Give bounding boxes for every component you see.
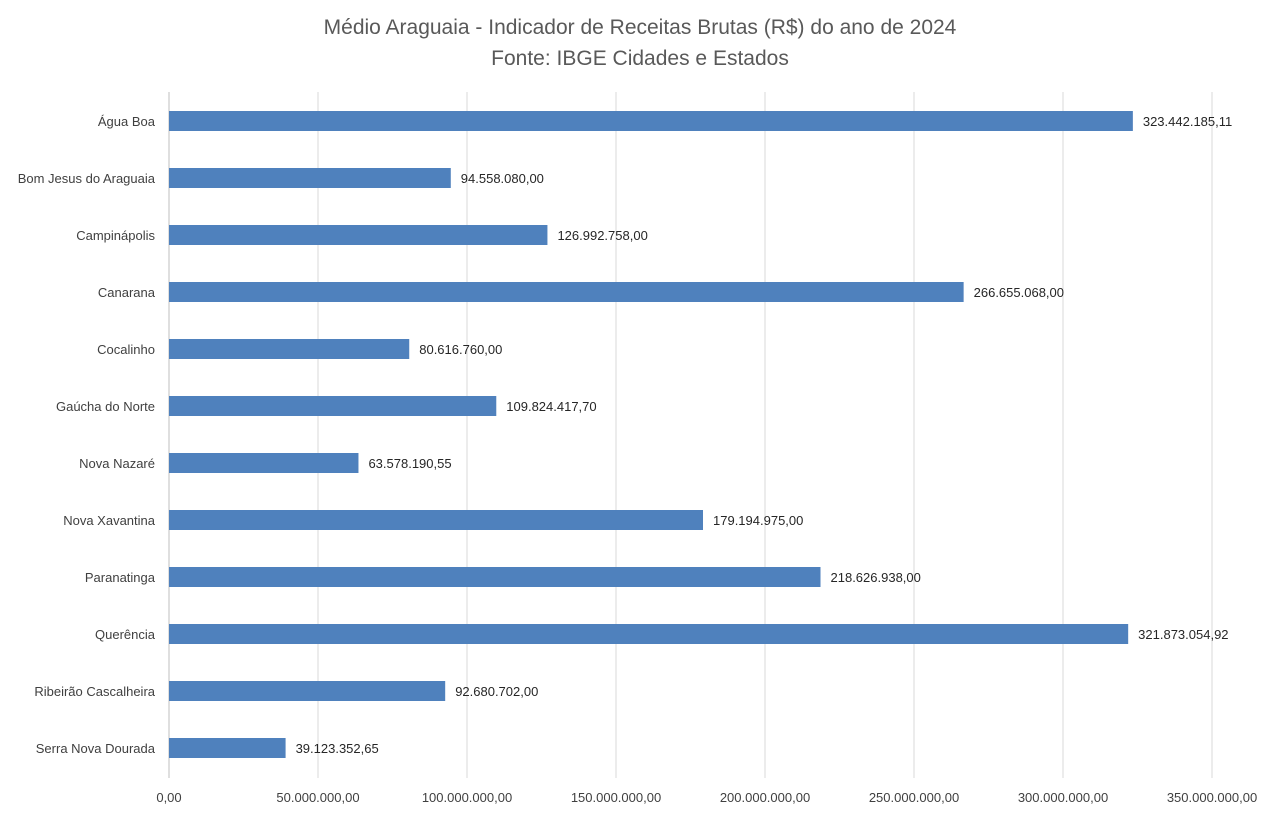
category-label: Bom Jesus do Araguaia <box>18 171 156 186</box>
bar <box>169 738 286 758</box>
bar <box>169 396 497 416</box>
data-label: 63.578.190,55 <box>368 456 451 471</box>
x-tick-label: 150.000.000,00 <box>571 790 661 805</box>
data-label: 126.992.758,00 <box>557 228 647 243</box>
chart-title: Médio Araguaia - Indicador de Receitas B… <box>323 16 957 39</box>
data-label: 80.616.760,00 <box>419 342 502 357</box>
x-tick-label: 300.000.000,00 <box>1018 790 1108 805</box>
data-label: 39.123.352,65 <box>296 741 379 756</box>
data-label: 218.626.938,00 <box>831 570 921 585</box>
category-label: Nova Xavantina <box>63 513 156 528</box>
data-label: 92.680.702,00 <box>455 684 538 699</box>
category-label: Serra Nova Dourada <box>36 741 156 756</box>
x-tick-label: 50.000.000,00 <box>276 790 359 805</box>
category-label: Canarana <box>98 285 156 300</box>
category-label: Gaúcha do Norte <box>56 399 155 414</box>
category-label: Ribeirão Cascalheira <box>34 684 155 699</box>
bar <box>169 453 359 473</box>
bar <box>169 168 451 188</box>
bar <box>169 681 446 701</box>
category-label: Água Boa <box>98 114 156 129</box>
data-label: 266.655.068,00 <box>974 285 1064 300</box>
x-tick-label: 250.000.000,00 <box>869 790 959 805</box>
bar <box>169 225 548 245</box>
bar <box>169 339 410 359</box>
x-tick-label: 0,00 <box>156 790 181 805</box>
category-label: Campinápolis <box>76 228 155 243</box>
bar <box>169 111 1133 131</box>
data-label: 323.442.185,11 <box>1143 114 1232 129</box>
bar <box>169 282 964 302</box>
data-label: 94.558.080,00 <box>461 171 544 186</box>
category-label: Nova Nazaré <box>79 456 155 471</box>
chart-title-block: Médio Araguaia - Indicador de Receitas B… <box>0 12 1280 74</box>
data-label: 109.824.417,70 <box>506 399 596 414</box>
category-label: Paranatinga <box>85 570 156 585</box>
bar <box>169 510 704 530</box>
x-tick-label: 350.000.000,00 <box>1167 790 1257 805</box>
x-tick-label: 100.000.000,00 <box>422 790 512 805</box>
bar <box>169 624 1129 644</box>
category-label: Querência <box>95 627 156 642</box>
chart-subtitle: Fonte: IBGE Cidades e Estados <box>491 47 789 70</box>
data-label: 321.873.054,92 <box>1138 627 1228 642</box>
category-label: Cocalinho <box>97 342 155 357</box>
data-label: 179.194.975,00 <box>713 513 803 528</box>
bar <box>169 567 821 587</box>
x-tick-label: 200.000.000,00 <box>720 790 810 805</box>
